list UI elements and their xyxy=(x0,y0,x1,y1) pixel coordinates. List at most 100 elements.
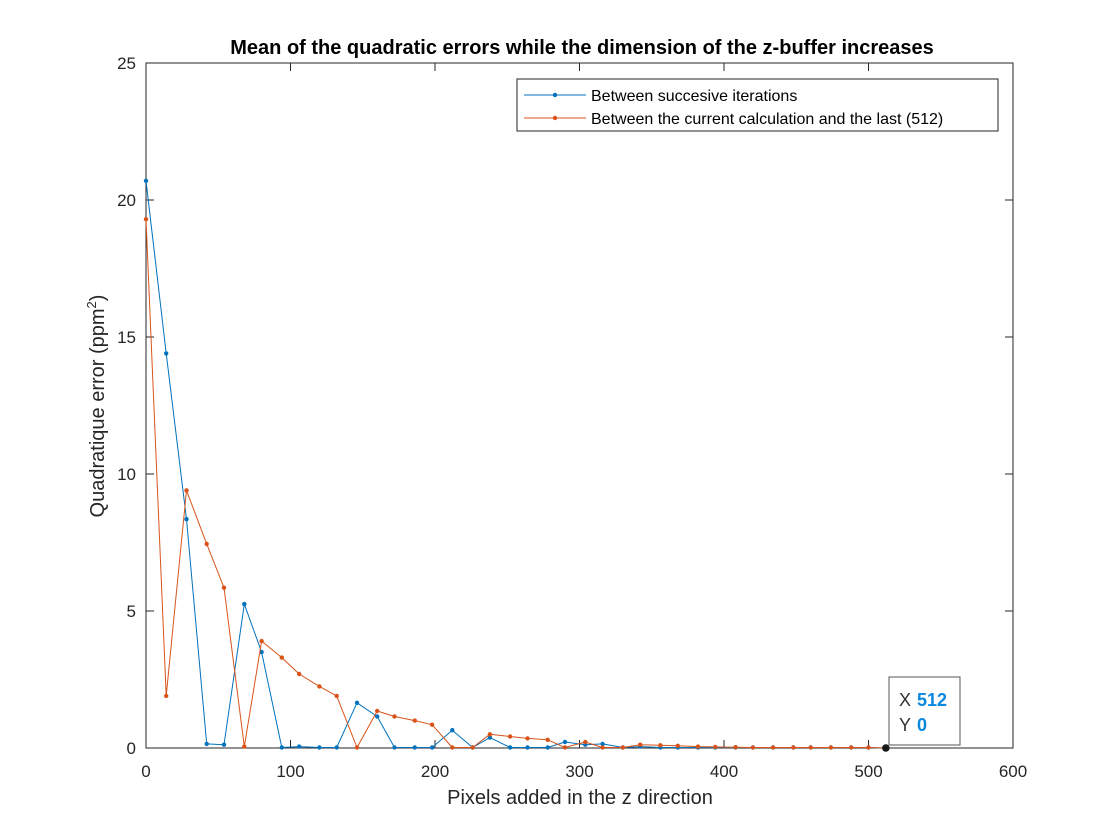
series-1-point xyxy=(545,745,550,750)
series-1-point xyxy=(562,739,568,745)
datatip-box[interactable] xyxy=(888,676,961,746)
series-1-point xyxy=(164,351,169,356)
legend: Between succesive iterations Between the… xyxy=(516,78,999,132)
series-2-point xyxy=(375,708,380,714)
x-tick-label: 100 xyxy=(276,762,304,781)
series-2-point xyxy=(713,744,718,750)
series-1-point xyxy=(184,517,189,522)
series-1-point xyxy=(204,741,209,747)
series-1-point xyxy=(317,745,322,750)
series-1-point xyxy=(259,649,264,655)
legend-marker-series-2 xyxy=(552,115,558,121)
x-tick-label: 300 xyxy=(565,762,593,781)
series-2-point xyxy=(525,736,530,741)
chart-title: Mean of the quadratic errors while the d… xyxy=(230,37,933,59)
series-2-point xyxy=(562,745,568,750)
datatip-point[interactable] xyxy=(882,744,890,752)
series-1-point xyxy=(429,745,435,750)
series-1-point xyxy=(354,700,360,705)
series-2-point xyxy=(545,737,550,742)
series-2-point xyxy=(791,745,796,750)
x-tick-label: 600 xyxy=(999,762,1027,781)
series-1-point xyxy=(525,745,530,750)
series-2-point xyxy=(184,488,189,493)
series-2-point xyxy=(658,743,663,748)
series-2-line xyxy=(145,219,886,749)
series-1-point xyxy=(392,745,397,750)
series-2-point xyxy=(583,739,588,745)
y-ticks: 0 5 10 15 20 25 xyxy=(117,54,1013,758)
datatip-x-key: X xyxy=(899,690,911,710)
x-tick-label: 500 xyxy=(854,762,882,781)
series-2-point xyxy=(638,742,643,747)
series-1-point xyxy=(297,744,302,749)
series-1-point xyxy=(334,745,339,750)
series-2-point xyxy=(164,693,169,699)
x-tick-label: 400 xyxy=(710,762,738,781)
series-2-point xyxy=(259,638,264,644)
series-1-point xyxy=(242,601,247,607)
y-axis-title: Quadratique error (ppm2) xyxy=(84,295,109,518)
series-2-point xyxy=(450,745,455,750)
axes xyxy=(145,62,1014,749)
legend-label-series-2: Between the current calculation and the … xyxy=(591,111,943,128)
series-1-point xyxy=(412,745,417,750)
series-1-point xyxy=(221,742,227,747)
plot-area xyxy=(145,62,1014,749)
series-2-point xyxy=(487,732,493,737)
series-2-point xyxy=(143,217,149,222)
series-2-point xyxy=(279,655,284,660)
series-2-point xyxy=(204,541,209,547)
series-2-point xyxy=(733,745,738,750)
y-axis-title-main: Quadratique error (ppm xyxy=(87,308,109,517)
series-2-point xyxy=(334,693,339,699)
series-2-point xyxy=(429,722,435,727)
y-tick-label: 10 xyxy=(117,465,136,484)
series-2-point xyxy=(695,744,701,749)
series-2-point xyxy=(750,745,756,750)
series-2-point xyxy=(470,745,475,750)
series-2-point xyxy=(242,744,247,749)
series-1-point xyxy=(143,178,149,183)
series-2-point xyxy=(770,745,776,750)
y-tick-label: 15 xyxy=(117,328,136,347)
datatip-y-value: 0 xyxy=(917,715,927,735)
series-2-point xyxy=(354,745,360,750)
series-2-point xyxy=(675,743,680,748)
series-2-point xyxy=(620,745,626,750)
series-2-point xyxy=(297,671,302,677)
series-2-point xyxy=(221,585,227,590)
legend-label-series-1: Between succesive iterations xyxy=(591,88,797,105)
series-2-point xyxy=(317,684,322,689)
y-tick-label: 0 xyxy=(127,739,136,758)
series-2-point xyxy=(392,714,397,719)
series-1-point xyxy=(375,714,380,719)
x-axis-title: Pixels added in the z direction xyxy=(447,787,713,809)
series-1-point xyxy=(487,735,493,740)
series-2-point xyxy=(849,745,854,750)
series-1-point xyxy=(507,745,513,750)
y-tick-label: 5 xyxy=(127,602,136,621)
y-tick-label: 20 xyxy=(117,191,136,210)
datatip-x-value: 512 xyxy=(917,690,947,710)
series-2-point xyxy=(808,745,813,750)
series-2-point xyxy=(507,734,513,739)
series-2-point xyxy=(828,745,834,750)
y-axis-title-close: ) xyxy=(87,295,109,302)
series-1-point xyxy=(450,728,455,733)
series-1-point xyxy=(600,741,605,747)
series-1-point xyxy=(279,745,284,750)
x-ticks: 0 100 200 300 400 500 600 xyxy=(141,63,1027,781)
series-2-point xyxy=(412,718,417,723)
x-tick-label: 200 xyxy=(421,762,449,781)
legend-box xyxy=(516,78,999,132)
legend-marker-series-1 xyxy=(552,92,558,98)
datatip-y-key: Y xyxy=(899,715,911,735)
y-axis-title-sup: 2 xyxy=(84,301,99,308)
datatip[interactable]: X 512 Y 0 xyxy=(882,676,961,752)
y-tick-label: 25 xyxy=(117,54,136,73)
x-tick-label: 0 xyxy=(141,762,150,781)
series-2-point xyxy=(866,745,871,750)
